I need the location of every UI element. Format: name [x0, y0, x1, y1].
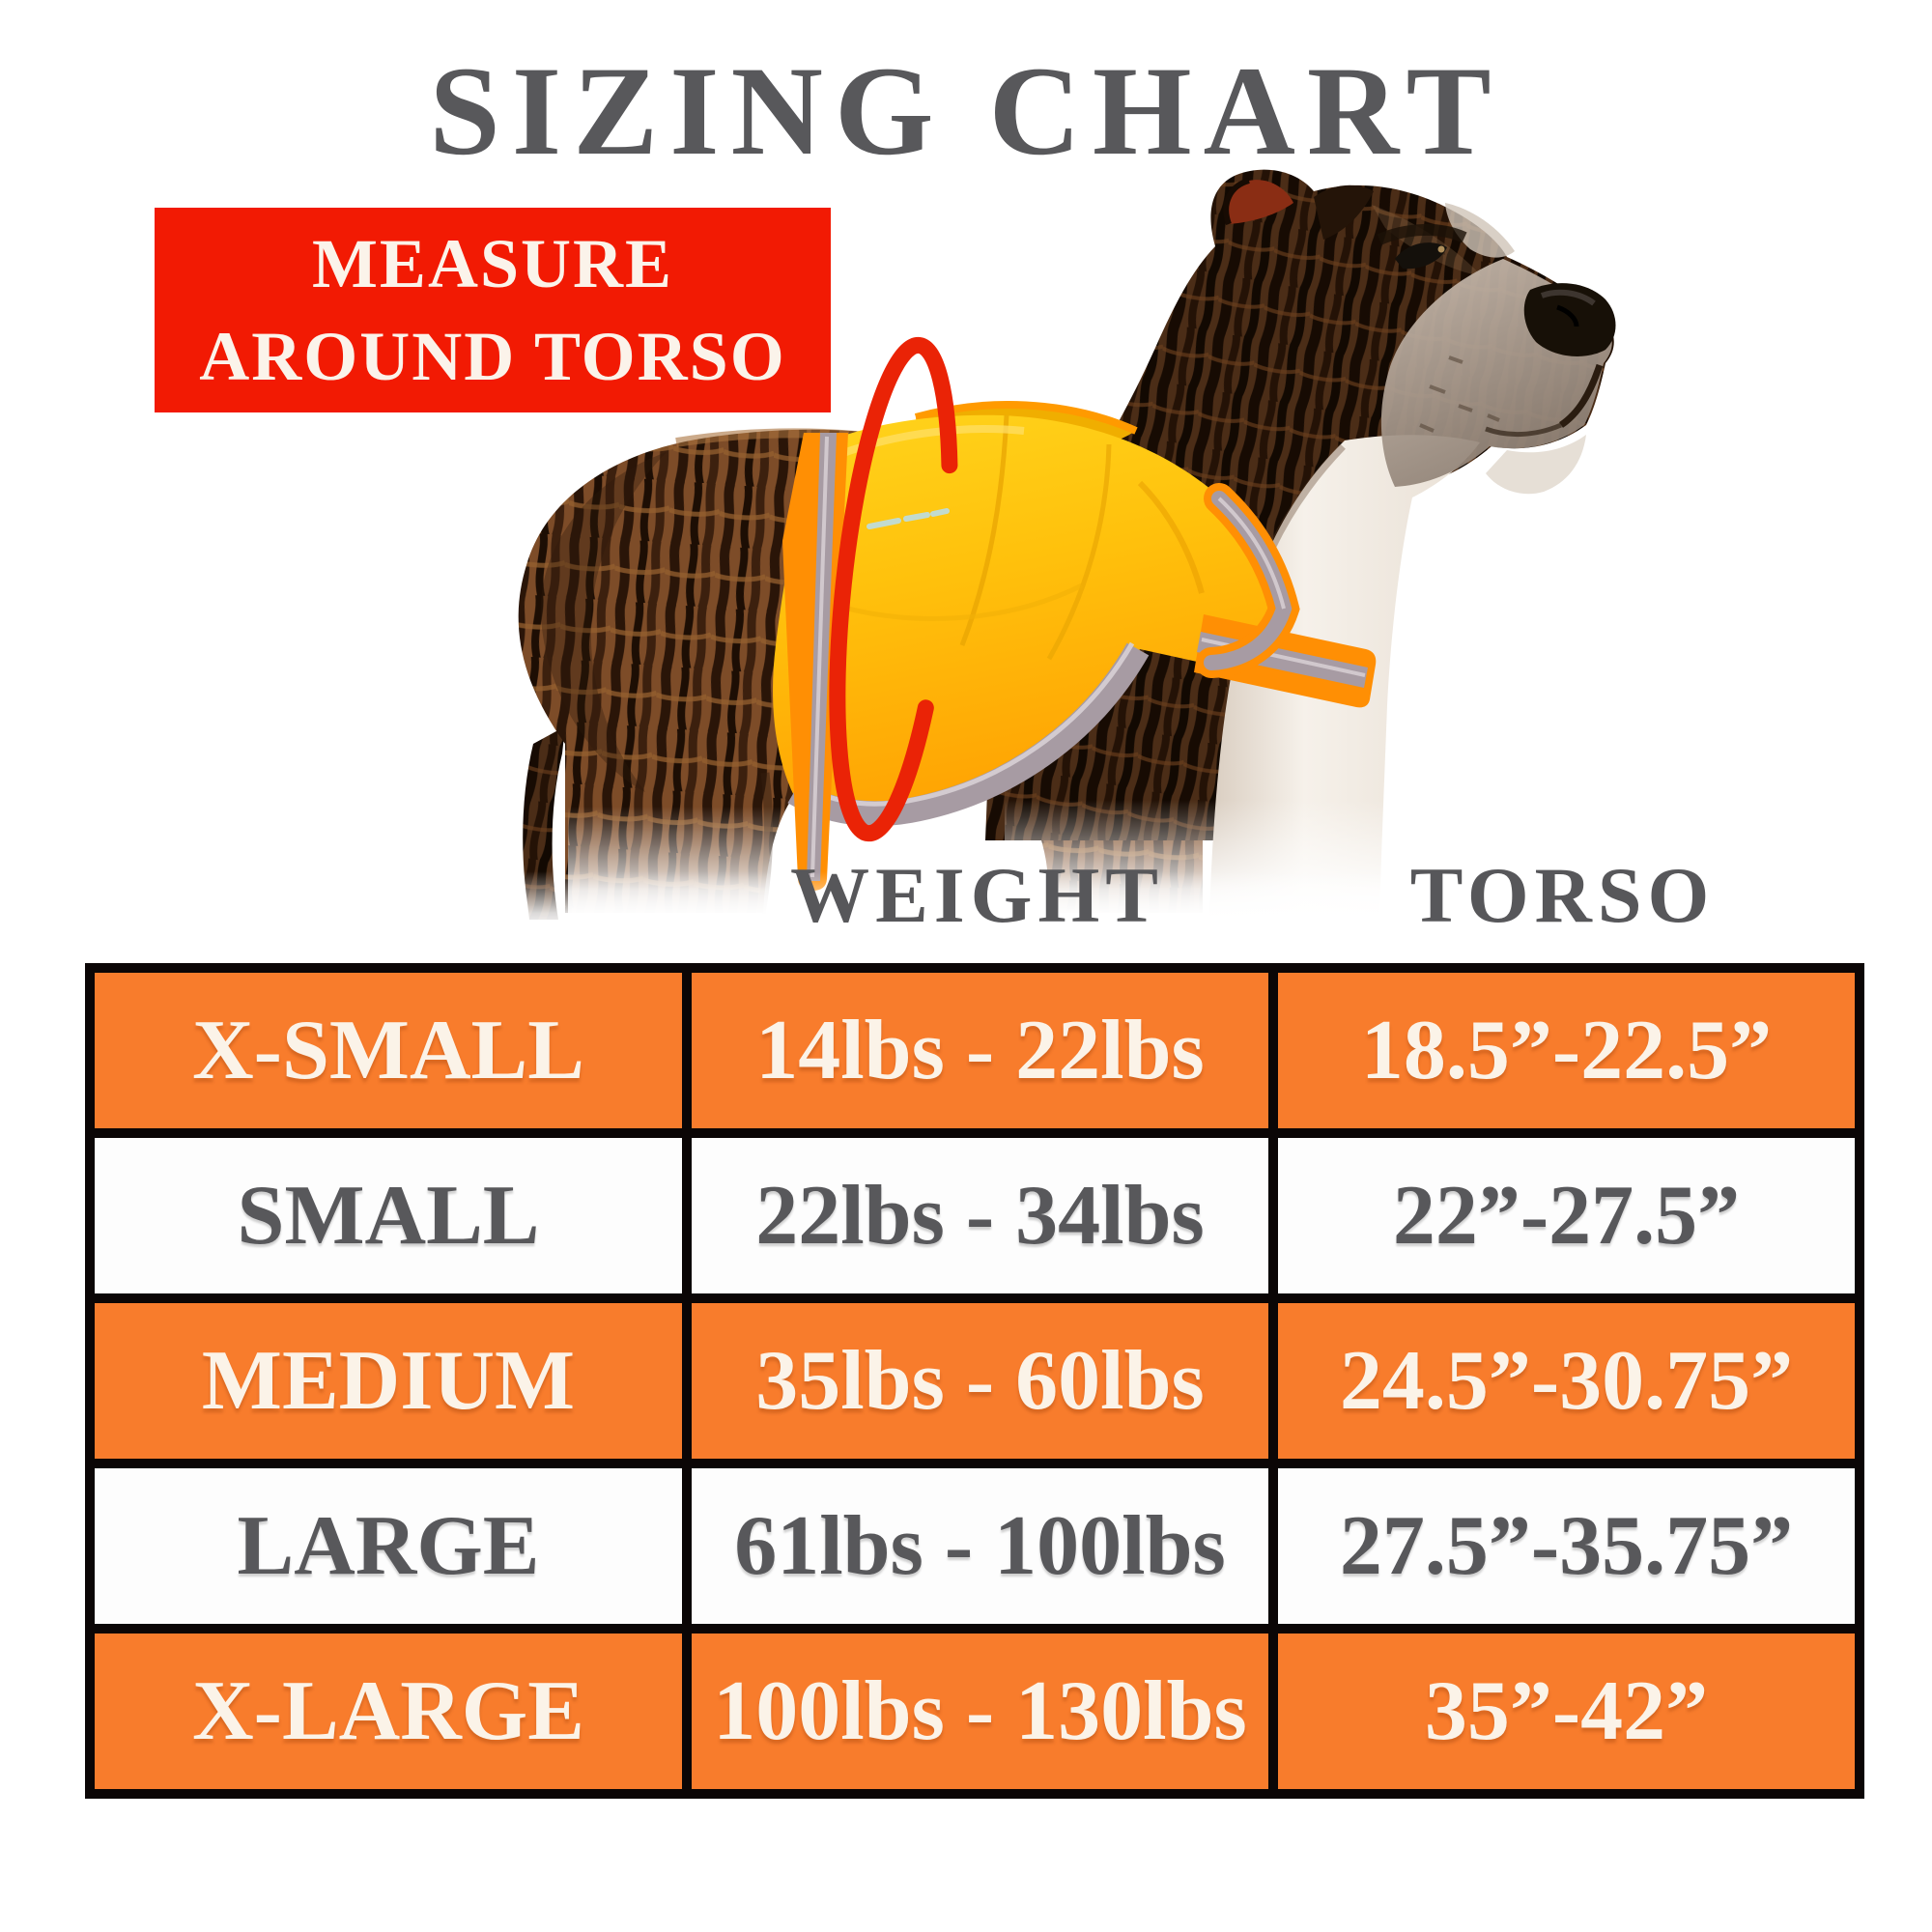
- weight-column-header: WEIGHT: [790, 851, 1164, 939]
- dog-far-ear: [1314, 185, 1374, 240]
- dog-head: [985, 169, 1614, 840]
- table-column-headers: WEIGHT TORSO: [0, 842, 1932, 949]
- dog-nose: [1523, 283, 1616, 356]
- page-title: SIZING CHART: [429, 40, 1503, 182]
- vest-belly-strap: [782, 433, 848, 891]
- size-cell: X-SMALL: [85, 963, 692, 1138]
- sizing-table: X-SMALL 14lbs - 22lbs 18.5”-22.5” SMALL …: [85, 963, 1864, 1799]
- table-row-xlarge: X-LARGE 100lbs - 130lbs 35”-42”: [85, 1624, 1864, 1799]
- dog-ear-inner: [1226, 180, 1293, 224]
- safety-vest: [773, 401, 1377, 891]
- measure-callout: MEASURE AROUND TORSO: [155, 208, 831, 412]
- weight-cell: 22lbs - 34lbs: [682, 1128, 1278, 1303]
- table-row-small: SMALL 22lbs - 34lbs 22”-27.5”: [85, 1128, 1864, 1303]
- size-cell: SMALL: [85, 1128, 692, 1303]
- callout-line-1: MEASURE: [311, 225, 674, 302]
- torso-cell: 24.5”-30.75”: [1268, 1293, 1864, 1468]
- size-cell: X-LARGE: [85, 1624, 692, 1799]
- torso-cell: 27.5”-35.75”: [1268, 1459, 1864, 1634]
- torso-cell: 18.5”-22.5”: [1268, 963, 1864, 1138]
- weight-cell: 14lbs - 22lbs: [682, 963, 1278, 1138]
- table-row-xsmall: X-SMALL 14lbs - 22lbs 18.5”-22.5”: [85, 963, 1864, 1138]
- vest-logo: [867, 508, 950, 529]
- torso-cell: 22”-27.5”: [1268, 1128, 1864, 1303]
- weight-cell: 100lbs - 130lbs: [682, 1624, 1278, 1799]
- weight-cell: 61lbs - 100lbs: [682, 1459, 1278, 1634]
- dog-body: [518, 429, 1203, 913]
- weight-cell: 35lbs - 60lbs: [682, 1293, 1278, 1468]
- dog-muzzle: [1380, 259, 1612, 487]
- measuring-ring: [829, 336, 958, 842]
- table-row-medium: MEDIUM 35lbs - 60lbs 24.5”-30.75”: [85, 1293, 1864, 1468]
- vest-panel: [773, 414, 1285, 816]
- torso-column-header: TORSO: [1409, 851, 1716, 939]
- table-row-large: LARGE 61lbs - 100lbs 27.5”-35.75”: [85, 1459, 1864, 1634]
- callout-line-2: AROUND TORSO: [199, 318, 786, 395]
- vest-chest-strap: [1194, 614, 1377, 708]
- size-cell: LARGE: [85, 1459, 692, 1634]
- torso-cell: 35”-42”: [1268, 1624, 1864, 1799]
- dog-eye: [1395, 242, 1447, 270]
- dog-chin: [1486, 435, 1586, 495]
- size-cell: MEDIUM: [85, 1293, 692, 1468]
